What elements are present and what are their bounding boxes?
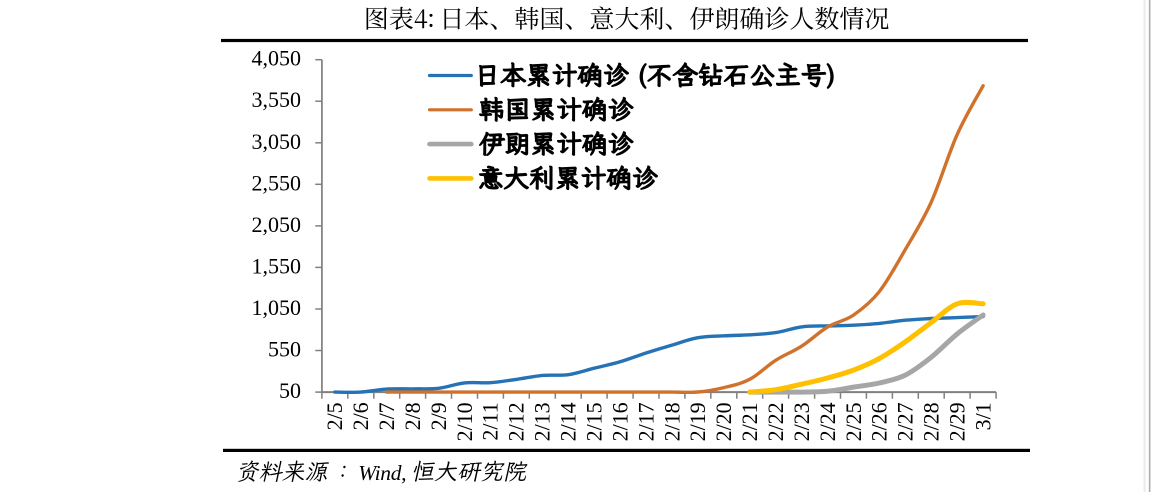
svg-text:2/7: 2/7 bbox=[374, 402, 399, 430]
svg-text:2,550: 2,550 bbox=[252, 170, 302, 195]
svg-text:2/5: 2/5 bbox=[322, 402, 347, 430]
svg-text:2/9: 2/9 bbox=[426, 402, 451, 430]
svg-text:2/26: 2/26 bbox=[867, 402, 892, 441]
svg-text:2/27: 2/27 bbox=[893, 402, 918, 441]
svg-text:2/14: 2/14 bbox=[556, 402, 581, 441]
svg-text:2,050: 2,050 bbox=[252, 212, 302, 237]
svg-text:3,050: 3,050 bbox=[252, 129, 302, 154]
svg-text:2/25: 2/25 bbox=[841, 402, 866, 441]
svg-text:2/10: 2/10 bbox=[452, 402, 477, 441]
svg-text:2/28: 2/28 bbox=[919, 402, 944, 441]
svg-text:1,050: 1,050 bbox=[252, 295, 302, 320]
svg-text:2/29: 2/29 bbox=[945, 402, 970, 441]
svg-text:3/1: 3/1 bbox=[970, 402, 995, 430]
svg-text:2/20: 2/20 bbox=[711, 402, 736, 441]
svg-text:2/16: 2/16 bbox=[607, 402, 632, 441]
svg-text:2/23: 2/23 bbox=[789, 402, 814, 441]
svg-text:2/18: 2/18 bbox=[659, 402, 684, 441]
svg-text:1,550: 1,550 bbox=[252, 253, 302, 278]
svg-text:2/12: 2/12 bbox=[504, 402, 529, 441]
svg-text:Wind,: Wind, bbox=[358, 461, 406, 485]
svg-text:550: 550 bbox=[268, 337, 301, 362]
svg-text:2/21: 2/21 bbox=[737, 402, 762, 441]
svg-text:2/22: 2/22 bbox=[763, 402, 788, 441]
svg-text:2/17: 2/17 bbox=[633, 402, 658, 441]
svg-text:2/6: 2/6 bbox=[348, 402, 373, 430]
svg-text:2/13: 2/13 bbox=[530, 402, 555, 441]
svg-text:2/15: 2/15 bbox=[582, 402, 607, 441]
svg-text:2/11: 2/11 bbox=[478, 402, 503, 440]
svg-text:4,050: 4,050 bbox=[252, 46, 302, 71]
svg-text:2/19: 2/19 bbox=[685, 402, 710, 441]
svg-text:50: 50 bbox=[279, 378, 301, 403]
svg-text:3,550: 3,550 bbox=[252, 87, 302, 112]
svg-text:2/24: 2/24 bbox=[815, 402, 840, 441]
svg-text:2/8: 2/8 bbox=[400, 402, 425, 430]
